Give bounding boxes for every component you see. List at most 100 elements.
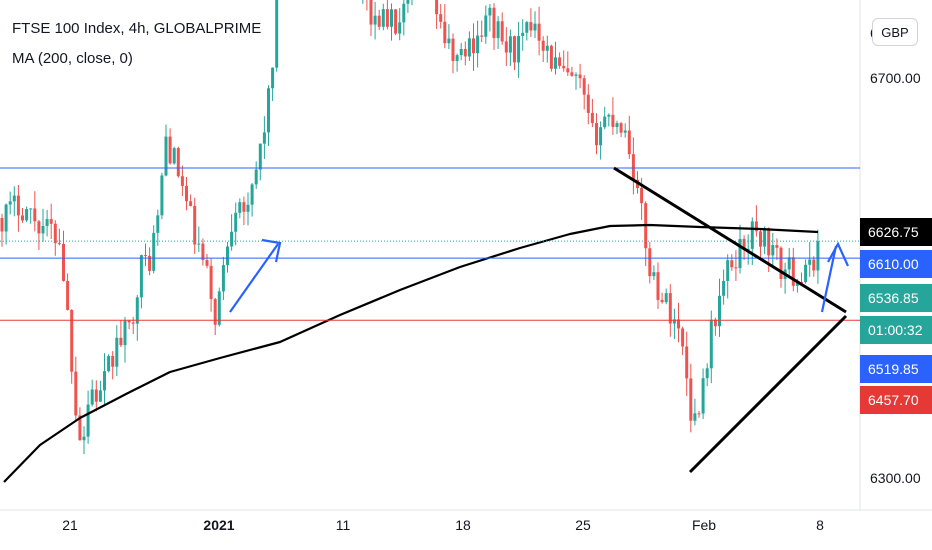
candle: [672, 308, 676, 340]
candle: [369, 0, 373, 36]
candle-body: [53, 223, 57, 244]
candle: [746, 234, 750, 265]
candle-body: [718, 295, 721, 327]
candle-body: [537, 23, 541, 41]
candle-body: [640, 187, 644, 204]
candle-body: [791, 257, 795, 286]
candle: [488, 4, 492, 32]
candle: [197, 226, 201, 252]
candle-body: [119, 337, 123, 346]
candle-body: [127, 320, 131, 323]
candle: [693, 398, 697, 426]
indicator-legend[interactable]: MA (200, close, 0): [12, 50, 133, 67]
candle-body: [193, 205, 197, 245]
candle-body: [8, 201, 12, 205]
arrow-right[interactable]: [820, 241, 850, 313]
candle-body: [29, 208, 33, 210]
candle-body: [652, 272, 656, 277]
candle-body: [467, 38, 471, 57]
candle: [677, 302, 680, 343]
candle-body: [734, 267, 738, 269]
candle-body: [595, 123, 598, 146]
time-tick-label: 8: [816, 517, 824, 533]
candle-body: [25, 209, 29, 221]
candle-body: [70, 309, 74, 372]
candle-body: [4, 204, 8, 232]
candle-body: [742, 238, 746, 250]
candle: [0, 213, 4, 247]
candle-body: [586, 94, 590, 113]
candle-body: [107, 355, 111, 372]
candle-body: [254, 169, 258, 185]
candle-body: [185, 185, 188, 202]
chart-title[interactable]: FTSE 100 Index, 4h, GLOBALPRIME: [12, 20, 262, 37]
candle-body: [180, 176, 184, 186]
price-label-ma: 6626.75: [860, 218, 932, 246]
candle: [517, 21, 521, 78]
price-label-bg: [860, 355, 932, 383]
candle: [570, 66, 574, 77]
price-label-bg: [860, 218, 932, 246]
candle: [21, 208, 24, 223]
candle-body: [131, 322, 135, 324]
candle: [439, 4, 443, 29]
candle: [750, 217, 754, 265]
candle: [443, 4, 447, 49]
candle-body: [62, 243, 65, 281]
candle: [558, 52, 562, 69]
candle: [16, 185, 20, 232]
candle: [595, 113, 598, 155]
candle-body: [619, 123, 623, 133]
time-tick-label: 21: [62, 517, 78, 533]
candle: [33, 191, 37, 232]
candle: [537, 6, 541, 56]
price-tick-label: 6700.00: [870, 70, 921, 86]
candle: [652, 265, 656, 281]
candle-body: [394, 9, 398, 34]
price-label-bg: [860, 316, 932, 344]
time-tick-label: Feb: [692, 517, 716, 533]
candle-body: [685, 346, 689, 379]
candle: [816, 229, 820, 284]
candle: [496, 16, 500, 49]
candle: [82, 426, 86, 455]
candle-body: [238, 202, 242, 213]
candle: [148, 247, 152, 276]
candle: [98, 380, 102, 402]
candle: [664, 288, 668, 305]
candle: [131, 316, 135, 335]
candle: [668, 284, 672, 337]
candle-body: [16, 195, 20, 216]
horizontal-levels: [0, 167, 860, 321]
candle: [107, 354, 111, 373]
candle-body: [197, 243, 201, 245]
candle: [771, 232, 775, 267]
candle: [554, 41, 557, 75]
candle: [70, 309, 74, 384]
drawings[interactable]: [229, 166, 850, 474]
candle-body: [267, 88, 270, 133]
candle-body: [705, 368, 709, 379]
candle: [578, 63, 582, 89]
candle: [250, 183, 254, 217]
candle-body: [459, 48, 463, 56]
upper-trendline[interactable]: [613, 166, 847, 314]
currency-button[interactable]: GBP: [872, 18, 918, 46]
candle: [123, 317, 127, 363]
arrow-left[interactable]: [229, 238, 282, 313]
candle-body: [578, 74, 582, 79]
candle: [45, 209, 49, 237]
candle: [734, 250, 738, 282]
candle: [398, 8, 402, 41]
candle: [29, 208, 33, 224]
candle: [800, 272, 803, 284]
price-label-hline: 6519.85: [860, 355, 932, 383]
candle: [152, 225, 156, 274]
candle-body: [443, 21, 447, 44]
candle: [366, 0, 368, 11]
candle: [467, 31, 471, 61]
lower-trendline[interactable]: [688, 314, 848, 474]
candle-body: [111, 355, 115, 367]
